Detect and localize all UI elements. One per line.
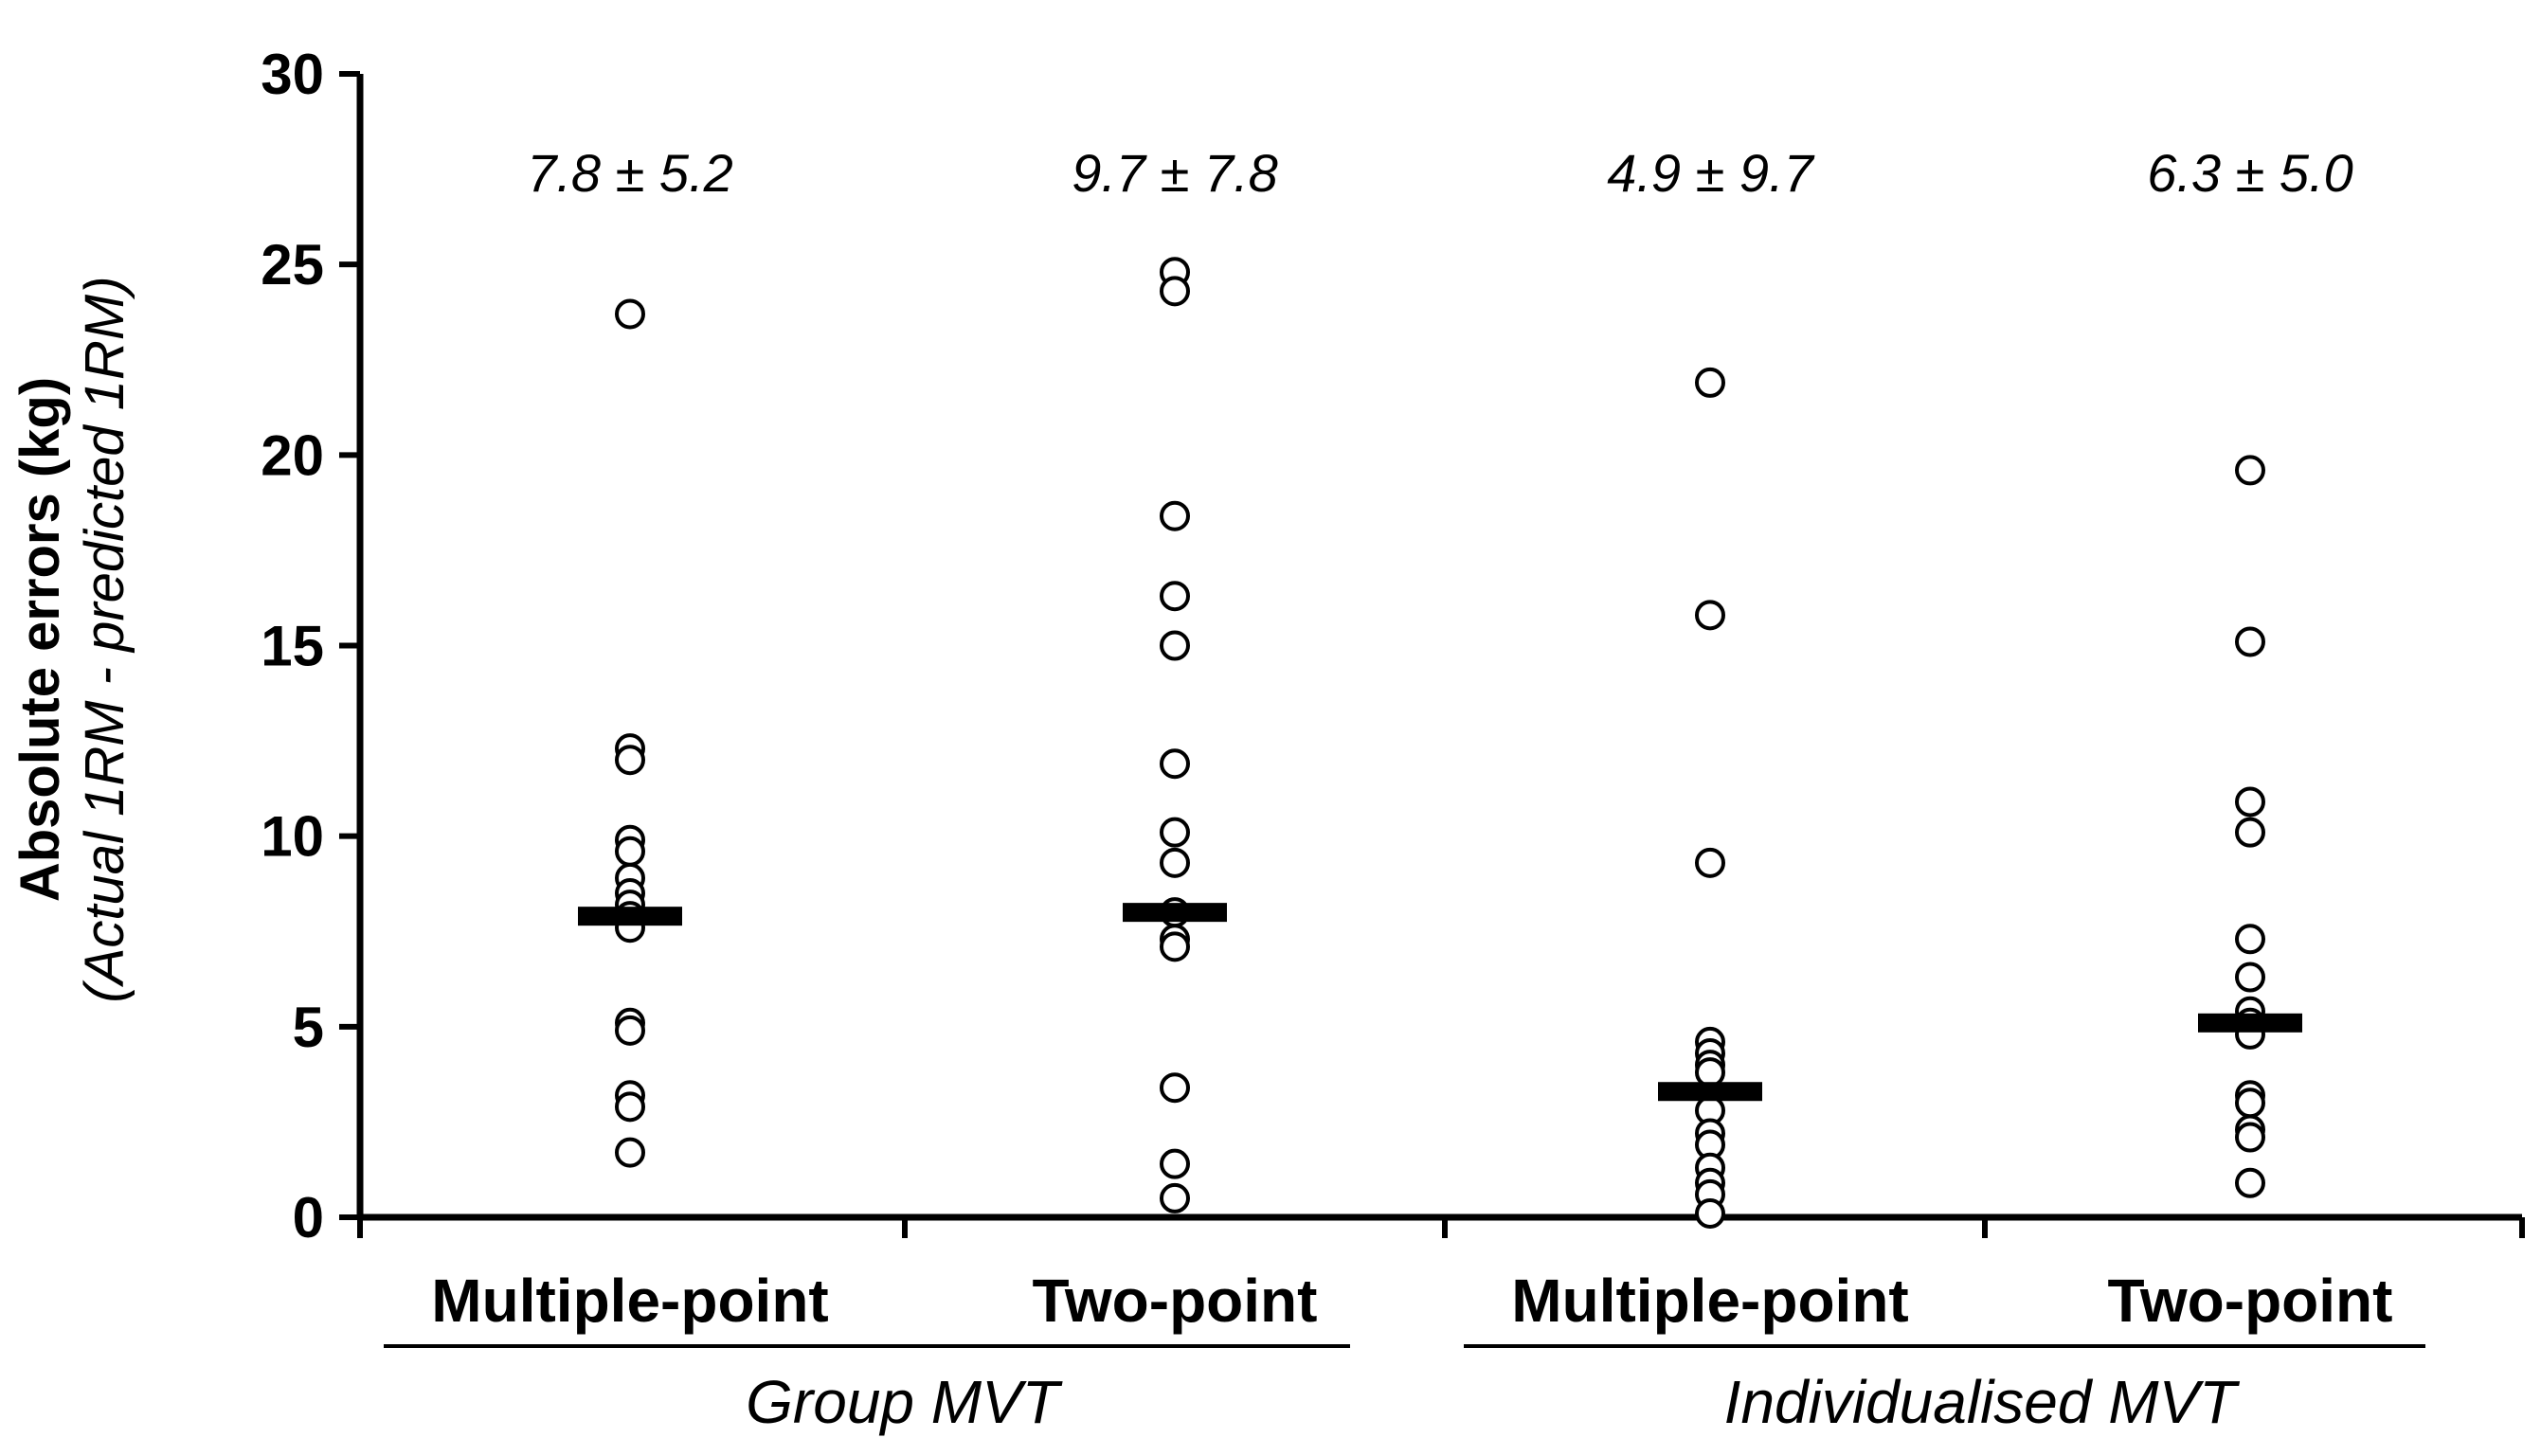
data-point [615, 836, 645, 867]
x-category-label: Two-point [1033, 1267, 1318, 1335]
mean-bar [578, 907, 682, 926]
y-tick-label: 10 [261, 805, 324, 869]
mean-bar [1658, 1082, 1762, 1102]
data-point [1160, 1148, 1190, 1179]
data-point [615, 745, 645, 776]
points-layer [578, 257, 2302, 1229]
data-point [615, 1091, 645, 1123]
y-axis-label: Absolute errors (kg) [9, 377, 71, 902]
stat-label: 6.3 ± 5.0 [2147, 143, 2353, 203]
data-point [1695, 1057, 1725, 1088]
stat-label: 9.7 ± 7.8 [1072, 143, 1278, 203]
x-category-label: Multiple-point [431, 1267, 828, 1335]
data-point [2235, 455, 2265, 486]
data-point [615, 1137, 645, 1168]
data-point [1160, 581, 1190, 612]
y-tick-label: 5 [293, 996, 324, 1059]
stat-label: 7.8 ± 5.2 [527, 143, 733, 203]
y-tick-label: 30 [261, 43, 324, 106]
data-point [1695, 1197, 1725, 1229]
mean-bar [1123, 903, 1227, 923]
y-axis-title: Absolute errors (kg) (Actual 1RM - predi… [9, 276, 135, 1002]
group-label: Individualised MVT [1724, 1368, 2241, 1436]
data-point [2235, 1088, 2265, 1119]
data-point [1160, 276, 1190, 307]
x-category-label: Two-point [2108, 1267, 2393, 1335]
axes-layer [339, 71, 2525, 1348]
data-point [2235, 817, 2265, 848]
data-point [1695, 847, 1725, 878]
data-point [615, 1015, 645, 1046]
data-point [1160, 1072, 1190, 1104]
data-point [1160, 748, 1190, 780]
y-tick-label: 20 [261, 423, 324, 487]
data-point [1160, 847, 1190, 878]
labels-layer: 0 5 10 15 20 25 30 Multiple-point Two-point Multi… [261, 43, 2392, 1436]
y-axis-sublabel: (Actual 1RM - predicted 1RM) [74, 276, 135, 1002]
data-point [2235, 1122, 2265, 1153]
data-point [2235, 1167, 2265, 1198]
y-tick-label: 0 [293, 1186, 324, 1249]
data-point [2235, 962, 2265, 993]
group-label: Group MVT [746, 1368, 1063, 1436]
data-point [1160, 1182, 1190, 1213]
y-tick-label: 15 [261, 615, 324, 678]
data-point [1160, 630, 1190, 661]
data-point [615, 298, 645, 330]
mean-bar [2198, 1013, 2302, 1033]
x-category-label: Multiple-point [1511, 1267, 1908, 1335]
data-point [1160, 500, 1190, 531]
data-point [2235, 626, 2265, 657]
data-point [1695, 367, 1725, 398]
data-point [1160, 817, 1190, 848]
data-point [1695, 600, 1725, 631]
data-point [2235, 924, 2265, 955]
y-tick-label: 25 [261, 233, 324, 297]
data-point [2235, 786, 2265, 818]
stat-label: 4.9 ± 9.7 [1607, 143, 1814, 203]
data-point [1160, 931, 1190, 962]
